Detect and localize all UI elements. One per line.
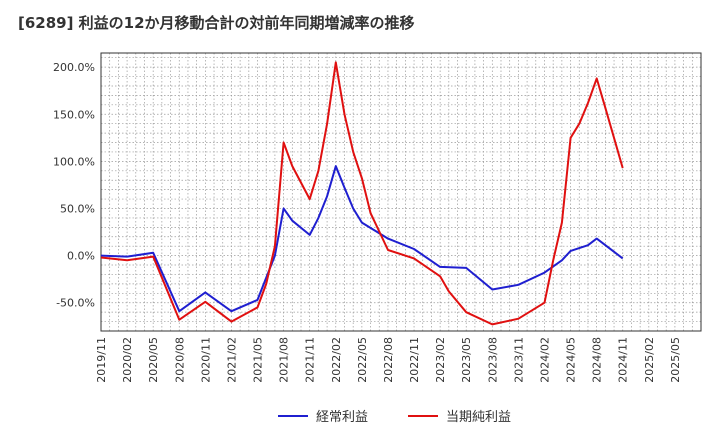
- x-tick-label: 2021/05: [252, 337, 265, 383]
- x-tick-label: 2025/05: [669, 337, 682, 383]
- x-tick-label: 2025/02: [643, 337, 656, 383]
- y-tick-label: 50.0%: [60, 202, 95, 215]
- legend-label-1: 経常利益: [316, 410, 368, 425]
- series-line-1: [100, 165, 624, 313]
- x-tick-label: 2022/05: [356, 337, 369, 383]
- x-tick-label: 2022/08: [382, 337, 395, 383]
- x-tick-label: 2024/11: [617, 337, 630, 383]
- y-tick-label: -50.0%: [56, 297, 95, 310]
- x-tick-label: 2021/02: [225, 337, 238, 383]
- y-tick-label: 200.0%: [53, 61, 95, 74]
- x-tick-label: 2021/08: [278, 337, 291, 383]
- x-tick-label: 2020/02: [121, 337, 134, 383]
- x-tick-label: 2023/08: [486, 337, 499, 383]
- chart-title: [6289] 利益の12か月移動合計の対前年同期増減率の推移: [18, 14, 415, 32]
- x-tick-label: 2022/11: [408, 337, 421, 383]
- y-tick-label: 150.0%: [53, 108, 95, 121]
- x-tick-label: 2020/11: [199, 337, 212, 383]
- x-tick-label: 2024/08: [591, 337, 604, 383]
- x-tick-label: 2024/05: [565, 337, 578, 383]
- x-tick-label: 2024/02: [538, 337, 551, 383]
- x-tick-label: 2023/02: [434, 337, 447, 383]
- x-tick-label: 2023/05: [460, 337, 473, 383]
- x-tick-label: 2019/11: [95, 337, 108, 383]
- series-line-2: [100, 61, 624, 326]
- legend-label-2: 当期純利益: [446, 410, 511, 425]
- plot-border: [100, 52, 702, 332]
- x-tick-label: 2020/08: [173, 337, 186, 383]
- y-tick-label: 100.0%: [53, 155, 95, 168]
- x-tick-label: 2022/02: [330, 337, 343, 383]
- x-tick-label: 2021/11: [304, 337, 317, 383]
- x-tick-label: 2020/05: [147, 337, 160, 383]
- y-tick-label: 0.0%: [67, 250, 95, 263]
- plot-background: [101, 53, 701, 331]
- x-tick-label: 2023/11: [512, 337, 525, 383]
